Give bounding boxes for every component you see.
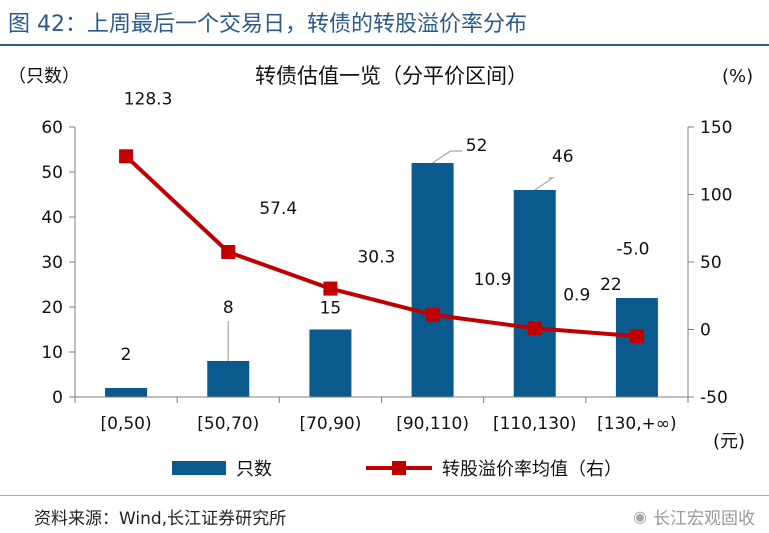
right-axis-tick-label: 0 bbox=[700, 321, 711, 341]
line-data-label: 30.3 bbox=[357, 248, 395, 268]
line-point bbox=[629, 329, 644, 344]
bar-series bbox=[105, 163, 658, 397]
axes bbox=[69, 126, 694, 403]
x-axis-unit: (元) bbox=[713, 431, 745, 452]
right-axis-tick-label: 100 bbox=[700, 186, 732, 206]
left-axis-tick-label: 40 bbox=[41, 208, 63, 228]
bar-label-leader bbox=[534, 177, 555, 191]
legend-line-marker bbox=[392, 461, 406, 475]
line-data-label: -5.0 bbox=[616, 239, 649, 259]
watermark-text: 长江宏观固收 bbox=[653, 509, 755, 529]
left-axis-tick-label: 30 bbox=[41, 253, 63, 273]
right-axis-tick-label: -50 bbox=[700, 388, 728, 408]
bar-data-label: 8 bbox=[223, 298, 234, 318]
bar-data-label: 52 bbox=[466, 136, 488, 156]
line-point bbox=[425, 307, 440, 322]
source-note: 资料来源：Wind,长江证券研究所 bbox=[34, 509, 287, 529]
bar bbox=[513, 190, 556, 397]
bar bbox=[615, 298, 658, 397]
bar-data-label: 22 bbox=[600, 275, 622, 295]
line-point bbox=[323, 281, 338, 296]
right-axis-unit: (%) bbox=[722, 66, 753, 87]
x-axis-tick-label: [0,50) bbox=[101, 414, 152, 434]
bar bbox=[309, 329, 352, 397]
legend-line-label: 转股溢价率均值（右） bbox=[442, 459, 622, 480]
bar bbox=[105, 388, 148, 397]
line-path bbox=[124, 154, 638, 339]
legend-bar-label: 只数 bbox=[236, 459, 272, 480]
legend: 只数 转股溢价率均值（右） bbox=[172, 459, 622, 480]
left-axis-tick-label: 10 bbox=[41, 343, 63, 363]
x-axis-tick-label: [130,+∞) bbox=[597, 414, 677, 434]
footer-divider bbox=[0, 495, 769, 496]
line-series bbox=[119, 149, 644, 344]
bar-data-label: 46 bbox=[552, 147, 574, 167]
left-axis-tick-label: 50 bbox=[41, 163, 63, 183]
x-axis-tick-label: [110,130) bbox=[493, 414, 577, 434]
left-axis-tick-label: 0 bbox=[52, 388, 63, 408]
title-divider bbox=[0, 44, 769, 46]
bar-data-label: 15 bbox=[320, 299, 342, 319]
line-data-label: 128.3 bbox=[124, 89, 173, 109]
bar-label-leader bbox=[432, 150, 463, 164]
line-point bbox=[119, 149, 134, 164]
bar bbox=[207, 361, 250, 397]
x-axis-tick-label: [50,70) bbox=[197, 414, 259, 434]
wechat-icon: ◉ bbox=[633, 507, 647, 526]
x-axis-tick-label: [90,110) bbox=[396, 414, 469, 434]
left-axis-tick-label: 60 bbox=[41, 118, 63, 138]
chart-title: 转债估值一览（分平价区间） bbox=[255, 64, 528, 88]
chart-text: 转债估值一览（分平价区间）（只数） (%)(元)0102030405060-500… bbox=[8, 64, 753, 452]
right-axis-tick-label: 150 bbox=[700, 118, 732, 138]
right-axis-tick-label: 50 bbox=[700, 253, 722, 273]
chart-canvas: 转债估值一览（分平价区间）（只数） (%)(元)0102030405060-500… bbox=[8, 64, 753, 480]
legend-bar-swatch bbox=[172, 461, 226, 475]
line-data-label: 10.9 bbox=[474, 270, 512, 290]
bar bbox=[411, 163, 454, 397]
bar-data-label: 2 bbox=[121, 345, 132, 365]
line-point bbox=[527, 321, 542, 336]
left-axis-unit: （只数） bbox=[8, 66, 80, 87]
figure-title: 图 42：上周最后一个交易日，转债的转股溢价率分布 bbox=[8, 12, 527, 37]
x-axis-tick-label: [70,90) bbox=[299, 414, 361, 434]
line-point bbox=[221, 245, 236, 260]
line-data-label: 57.4 bbox=[259, 199, 297, 219]
watermark: ◉ 长江宏观固收 bbox=[633, 504, 755, 529]
left-axis-tick-label: 20 bbox=[41, 298, 63, 318]
line-data-label: 0.9 bbox=[563, 285, 590, 305]
leader-lines bbox=[227, 150, 555, 361]
